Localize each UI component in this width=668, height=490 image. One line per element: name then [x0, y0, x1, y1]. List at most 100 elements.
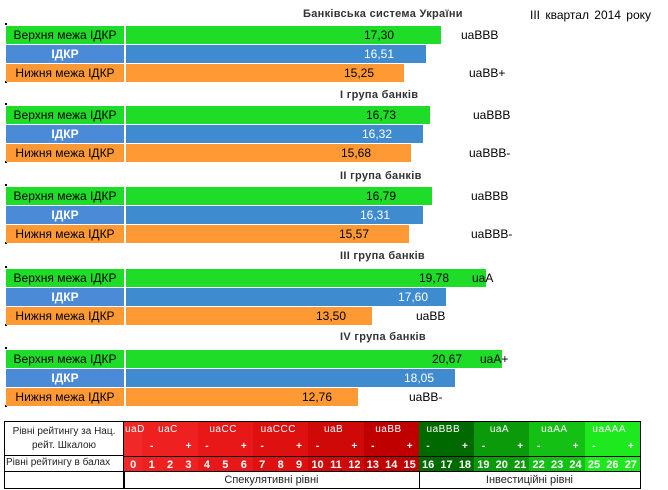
bar — [126, 187, 432, 205]
grade-sign-cell — [455, 439, 475, 456]
point-cell: 15 — [400, 456, 419, 472]
grade-sign-cell — [418, 439, 438, 456]
grade-cell — [529, 422, 548, 439]
grade-cell — [234, 422, 253, 439]
bar — [126, 388, 358, 406]
group-title: III група банків — [340, 250, 425, 262]
group-title: I група банків — [340, 89, 419, 101]
bar-value-label: 15,25 — [343, 66, 374, 80]
bar-rating-label: uaBBB+ — [476, 289, 527, 304]
grade-sign-cell — [529, 439, 548, 456]
grade-cell — [216, 422, 235, 439]
grade-cell — [492, 422, 512, 439]
bar-rating-label: uaBB+ — [469, 66, 506, 80]
point-cell: 23 — [547, 456, 567, 472]
scale-header-points: Рівні рейтингу в балах — [5, 456, 124, 472]
grade-cell — [437, 422, 456, 439]
minus-sign: - — [371, 441, 375, 452]
bar-rating-label: uaBBB — [471, 189, 509, 203]
point-cell: 4 — [197, 456, 217, 472]
minus-sign: - — [481, 441, 486, 452]
minus-sign: - — [260, 441, 264, 452]
bar — [126, 125, 423, 143]
bar-category-label: ІДКР — [6, 45, 124, 63]
grade-cell — [271, 422, 290, 439]
point-cell: 0 — [124, 456, 143, 472]
grade-label: uaAAA — [592, 424, 627, 435]
point-cell: 25 — [584, 456, 604, 472]
plus-sign: + — [627, 441, 634, 452]
grade-sign-cell — [382, 439, 401, 456]
grade-label: uaCCC — [260, 424, 296, 435]
bar — [126, 26, 441, 44]
bar-category-label: Верхня межа ІДКР — [6, 350, 124, 368]
zone-label: Інвестиційні рівні — [485, 474, 573, 486]
bar-rating-label: uaBB — [416, 309, 446, 323]
grade-cell — [418, 422, 438, 439]
grade-cell — [474, 422, 493, 439]
minus-sign: - — [315, 441, 320, 452]
grade-sign-cell — [326, 439, 346, 456]
bar — [126, 350, 502, 368]
bar-value-label: 16,31 — [359, 208, 390, 222]
grade-cell — [621, 422, 641, 439]
bar-category-label: Верхня межа ІДКР — [6, 187, 124, 205]
grade-label: uaBB — [375, 424, 402, 435]
plus-sign: + — [185, 441, 192, 452]
grade-sign-cell — [253, 439, 272, 456]
bar-rating-label: uaBBB- — [471, 207, 519, 222]
bar — [126, 288, 446, 306]
bar-value-label: 12,76 — [301, 390, 332, 404]
bar — [126, 307, 372, 325]
grade-label: uaAA — [541, 424, 568, 435]
point-cell: 6 — [234, 456, 253, 472]
point-cell: 8 — [271, 456, 290, 472]
grade-cell — [197, 422, 217, 439]
minus-sign: - — [592, 441, 596, 452]
bar-category-label: ІДКР — [6, 369, 124, 387]
point-cell: 17 — [437, 456, 456, 472]
point-cell: 19 — [474, 456, 493, 472]
axis-tick-mark — [5, 81, 7, 83]
grade-cell — [308, 422, 327, 439]
point-cell: 5 — [216, 456, 235, 472]
grade-cell — [142, 422, 161, 439]
point-cell: 18 — [455, 456, 475, 472]
axis-tick-mark — [5, 184, 7, 186]
bar — [126, 206, 423, 224]
bar-value-label: 16,79 — [365, 189, 396, 203]
grade-cell — [547, 422, 567, 439]
grade-cell — [603, 422, 622, 439]
grade-cell — [253, 422, 272, 439]
grade-cell — [345, 422, 364, 439]
bar-value-label: 15,57 — [338, 227, 369, 241]
bar-value-label: 20,67 — [431, 352, 462, 366]
axis-tick-mark — [5, 405, 7, 407]
grade-sign-cell — [271, 439, 290, 456]
bar-rating-label: uaBBB — [461, 28, 499, 42]
bar-value-label: 15,68 — [340, 146, 371, 160]
axis-tick-mark — [5, 324, 7, 326]
grade-sign-cell — [474, 439, 493, 456]
scale-blank-cell — [5, 472, 124, 489]
point-cell: 3 — [179, 456, 198, 472]
bar — [126, 369, 455, 387]
bar — [126, 269, 486, 287]
zone-divider — [418, 472, 420, 489]
bar-category-label: Верхня межа ІДКР — [6, 106, 124, 124]
grade-label: uaA — [489, 424, 510, 435]
grade-sign-cell — [492, 439, 512, 456]
grade-sign-cell — [437, 439, 456, 456]
bar-category-label: Нижня межа ІДКР — [6, 64, 124, 82]
grade-sign-cell — [400, 439, 419, 456]
bar-value-label: 16,73 — [365, 108, 396, 122]
bar-category-label: Верхня межа ІДКР — [6, 26, 124, 44]
bar-value-label: 16,32 — [361, 127, 392, 141]
axis-tick-mark — [5, 23, 7, 25]
point-cell: 2 — [160, 456, 180, 472]
bar-rating-label: uaBBB- — [471, 126, 519, 141]
minus-sign: - — [426, 441, 430, 452]
point-cell: 11 — [326, 456, 346, 472]
point-cell: 16 — [418, 456, 438, 472]
grade-cell — [455, 422, 475, 439]
